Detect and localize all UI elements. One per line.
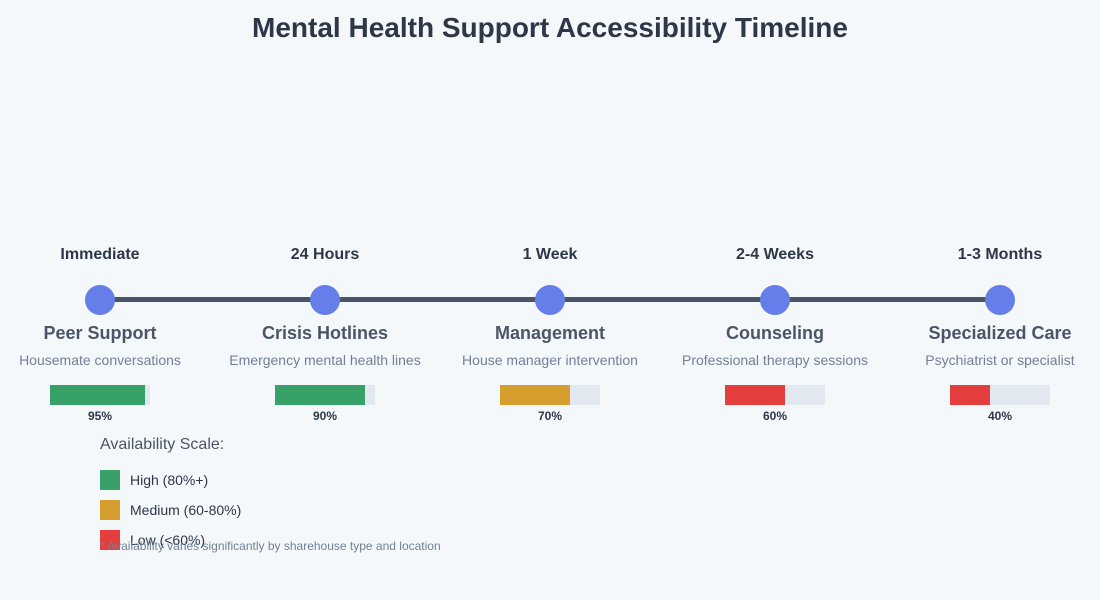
legend-title: Availability Scale: [100, 436, 225, 453]
availability-bar-fill [500, 385, 570, 405]
time-label: 24 Hours [290, 246, 360, 263]
stage-name: Peer Support [43, 323, 157, 343]
availability-percent: 70% [537, 409, 563, 423]
timeline-node-icon [85, 285, 115, 315]
legend-label: Medium (60-80%) [130, 502, 242, 518]
stage-description: Housemate conversations [19, 352, 181, 368]
time-label: 2-4 Weeks [736, 246, 814, 263]
timeline-node-icon [985, 285, 1015, 315]
stage-name: Crisis Hotlines [261, 323, 389, 343]
legend-swatch-low [100, 530, 120, 550]
stage-description: House manager intervention [462, 352, 638, 368]
availability-bar-track [500, 385, 600, 405]
availability-bar-fill [50, 385, 145, 405]
legend-swatch-high [100, 470, 120, 490]
availability-percent: 90% [312, 409, 338, 423]
availability-percent: 60% [762, 409, 788, 423]
footnote: * Availability varies significantly by s… [100, 539, 441, 553]
stage-name: Specialized Care [928, 323, 1072, 343]
legend-label: Low (<60%) [130, 532, 206, 548]
stage-name: Counseling [726, 323, 824, 343]
availability-bar-fill [725, 385, 785, 405]
stage-description: Professional therapy sessions [682, 352, 868, 368]
availability-percent: 95% [87, 409, 113, 423]
timeline-node-icon [310, 285, 340, 315]
availability-bar-track [725, 385, 825, 405]
availability-bar-track [950, 385, 1050, 405]
stage-description: Psychiatrist or specialist [925, 352, 1075, 368]
timeline-node-icon [535, 285, 565, 315]
time-label: 1-3 Months [957, 246, 1043, 263]
availability-percent: 40% [987, 409, 1013, 423]
legend-swatch-medium [100, 500, 120, 520]
legend-label: High (80%+) [130, 472, 209, 488]
stage-description: Emergency mental health lines [229, 352, 421, 368]
timeline-node-icon [760, 285, 790, 315]
availability-bar-track [275, 385, 375, 405]
chart-title: Mental Health Support Accessibility Time… [252, 12, 848, 43]
stage-name: Management [494, 323, 606, 343]
time-label: 1 Week [522, 246, 578, 263]
availability-bar-fill [950, 385, 990, 405]
time-label: Immediate [60, 246, 140, 263]
availability-bar-track [50, 385, 150, 405]
availability-bar-fill [275, 385, 365, 405]
